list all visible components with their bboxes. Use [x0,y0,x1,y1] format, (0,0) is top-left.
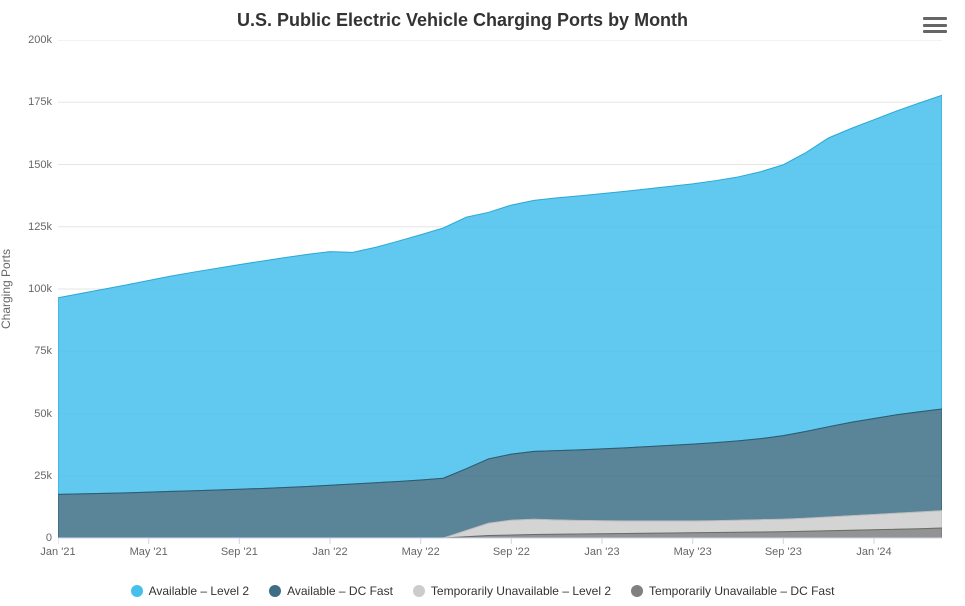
chart-plot-area [58,40,942,546]
y-tick-label: 125k [28,221,52,233]
legend-label: Temporarily Unavailable – Level 2 [431,584,611,598]
chart-menu-button[interactable] [923,14,947,36]
legend-swatch [269,585,281,597]
y-tick-label: 175k [28,96,52,108]
legend-item[interactable]: Available – Level 2 [131,584,250,598]
y-tick-label: 0 [46,532,52,544]
legend-swatch [413,585,425,597]
y-axis-label: Charging Ports [0,249,13,329]
x-tick-label: Sep '23 [765,546,802,558]
legend-item[interactable]: Temporarily Unavailable – Level 2 [413,584,611,598]
chart-legend: Available – Level 2 Available – DC Fast Te… [0,584,965,600]
x-tick-label: May '23 [674,546,712,558]
y-tick-label: 200k [28,34,52,46]
x-tick-label: Sep '22 [493,546,530,558]
x-tick-label: May '21 [130,546,168,558]
y-tick-label: 50k [34,408,52,420]
legend-item[interactable]: Available – DC Fast [269,584,393,598]
legend-label: Available – DC Fast [287,584,393,598]
x-tick-label: Jan '22 [312,546,347,558]
y-tick-label: 75k [34,345,52,357]
legend-label: Temporarily Unavailable – DC Fast [649,584,834,598]
chart-title: U.S. Public Electric Vehicle Charging Po… [0,10,925,31]
x-tick-label: Jan '21 [40,546,75,558]
x-tick-label: May '22 [402,546,440,558]
x-tick-label: Jan '24 [856,546,891,558]
chart-container: U.S. Public Electric Vehicle Charging Po… [0,0,965,606]
x-tick-label: Jan '23 [584,546,619,558]
y-tick-label: 150k [28,159,52,171]
legend-swatch [631,585,643,597]
legend-label: Available – Level 2 [149,584,250,598]
legend-item[interactable]: Temporarily Unavailable – DC Fast [631,584,834,598]
legend-swatch [131,585,143,597]
y-tick-label: 25k [34,470,52,482]
y-tick-label: 100k [28,283,52,295]
x-tick-label: Sep '21 [221,546,258,558]
